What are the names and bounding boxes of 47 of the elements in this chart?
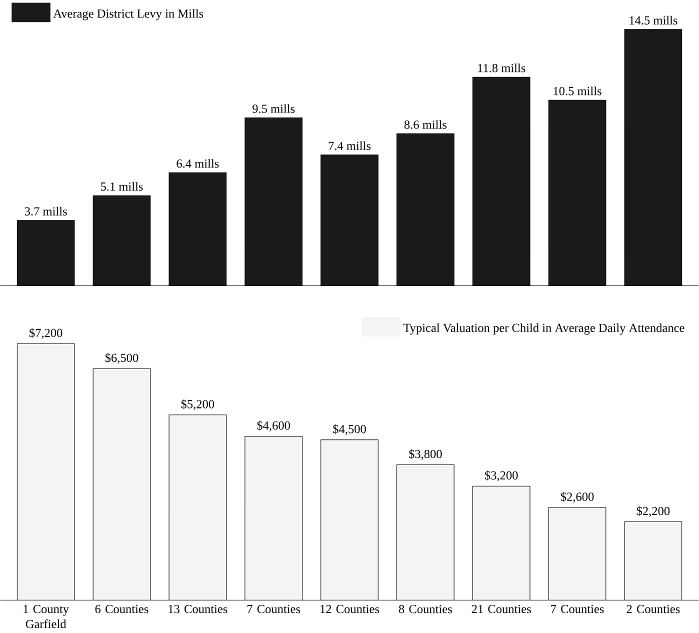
data-label: $7,200 [29, 328, 62, 339]
bar [548, 508, 606, 600]
bar [396, 134, 454, 286]
x-tick-label: 7 Counties [247, 605, 300, 614]
x-tick-label: 12 Counties [320, 605, 380, 614]
data-label: $5,200 [181, 399, 214, 410]
data-label: 7.4 mills [328, 142, 371, 150]
x-tick-label: 21 Counties [472, 605, 531, 614]
data-label: $4,600 [257, 420, 290, 432]
bar [93, 368, 150, 600]
bar [244, 436, 302, 600]
x-tick-label: 2 Counties [626, 605, 680, 614]
x-tick-label: 7 Counties [551, 605, 604, 614]
data-label: 6.4 mills [176, 159, 219, 168]
data-label: $2,600 [560, 492, 594, 503]
data-label: 8.6 mills [404, 120, 446, 130]
bar [169, 415, 226, 600]
bar [320, 440, 378, 600]
legend-label: Typical Valuation per Child in Average Daily Attendance [403, 324, 684, 335]
bar [396, 464, 454, 600]
x-tick-label: 8 Counties [398, 605, 452, 614]
data-label: $6,500 [105, 353, 138, 364]
x-tick-label: 13 Counties [168, 605, 228, 614]
x-tick-label: 1 County Garfield [24, 605, 69, 628]
data-label: $4,500 [333, 424, 366, 436]
bar [548, 100, 606, 286]
data-label: 3.7 mills [24, 206, 67, 216]
data-label: $3,200 [485, 470, 518, 482]
data-label: 9.5 mills [252, 104, 295, 114]
data-label: 14.5 mills [630, 16, 678, 25]
bar [244, 118, 303, 286]
bar [624, 29, 682, 286]
data-label: 5.1 mills [100, 182, 143, 191]
data-label: 11.8 mills [478, 64, 526, 72]
bar [16, 220, 75, 286]
bar [624, 522, 682, 600]
legend-label: Average District Levy in Mills [53, 9, 204, 20]
bar [320, 154, 378, 286]
bar [472, 76, 530, 286]
data-label: 10.5 mills [554, 86, 602, 96]
bar [92, 195, 151, 286]
bar [472, 486, 530, 600]
data-label: $2,200 [636, 506, 670, 518]
bar [168, 172, 227, 286]
x-tick-label: 6 Counties [95, 605, 148, 614]
bar [17, 344, 74, 600]
data-label: $3,800 [409, 449, 442, 460]
